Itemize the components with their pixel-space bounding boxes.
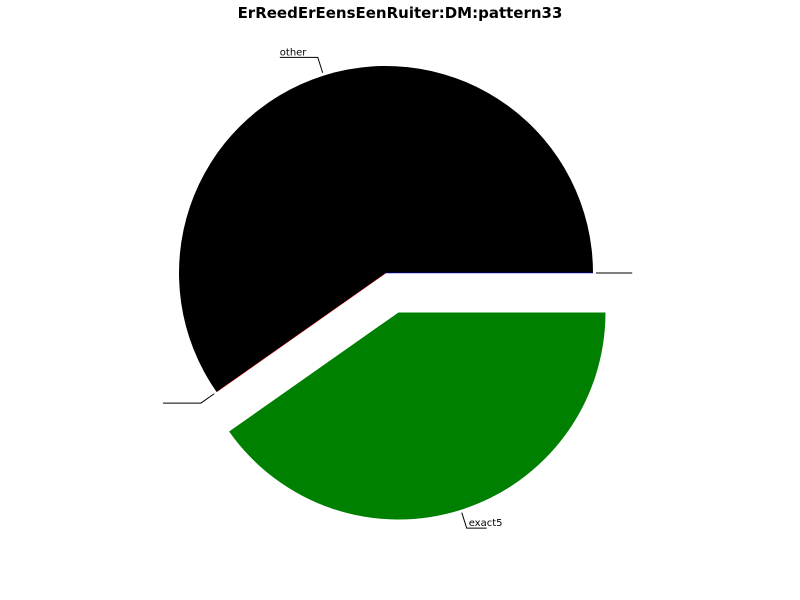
leader-line-other [279, 56, 324, 73]
leader-line-unlabeled-1 [162, 393, 215, 404]
slices-layer [178, 65, 606, 520]
slice-label-exact5: exact5 [469, 518, 503, 529]
chart-title: ErReedErEensEenRuiter:DM:pattern33 [237, 4, 563, 22]
leader-line-exact5 [461, 512, 487, 529]
pie-slice-unlabeled-1 [216, 272, 387, 393]
pie-slice-other [178, 65, 593, 393]
pie-slice-exact5 [229, 312, 606, 520]
slice-label-other: other [280, 47, 308, 58]
labels-layer: other exact5 [162, 47, 633, 529]
